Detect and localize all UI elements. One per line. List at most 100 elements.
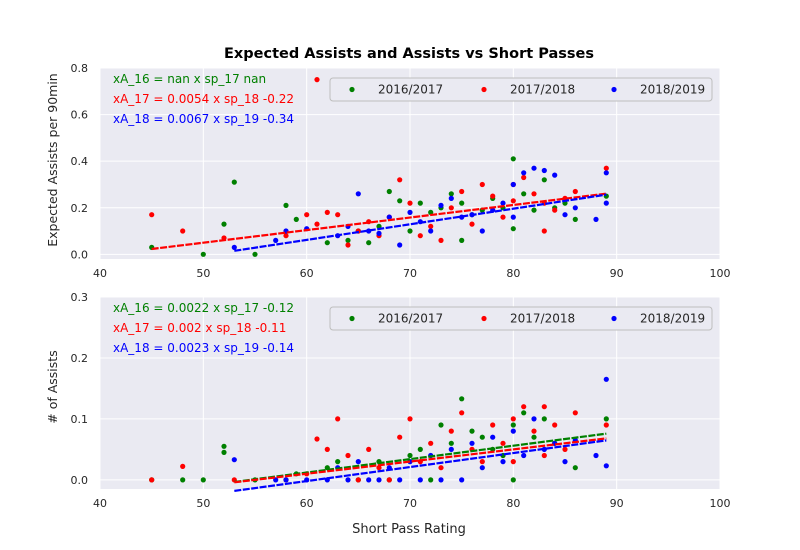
x-tick-label: 100	[710, 267, 731, 280]
data-point-2017-2018	[541, 404, 547, 410]
legend-frame	[329, 77, 713, 102]
data-point-2018-2019	[603, 170, 609, 176]
data-point-2018-2019	[376, 477, 382, 483]
data-point-2017-2018	[541, 228, 547, 234]
legend: 2016/2017 2017/2018 2018/2019	[329, 306, 713, 331]
data-point-2016-2017	[221, 221, 227, 227]
data-point-2016-2017	[324, 240, 330, 246]
data-point-2018-2019	[345, 477, 351, 483]
data-point-2017-2018	[459, 188, 465, 195]
data-point-2017-2018	[521, 404, 527, 410]
data-point-2016-2017	[459, 200, 465, 206]
data-point-2018-2019	[562, 459, 568, 465]
data-point-2017-2018	[479, 181, 485, 188]
data-point-2017-2018	[417, 233, 423, 239]
data-point-2016-2017	[448, 440, 454, 446]
data-point-2016-2017	[293, 216, 299, 222]
data-point-2016-2017	[510, 226, 516, 232]
data-point-2018-2019	[510, 428, 516, 434]
data-point-2017-2018	[180, 228, 186, 234]
data-point-2017-2018	[407, 416, 413, 422]
data-point-2016-2017	[438, 422, 444, 428]
data-point-2016-2017	[572, 465, 578, 471]
data-point-2016-2017	[180, 477, 186, 483]
data-point-2018-2019	[603, 200, 609, 206]
data-point-2017-2018	[438, 237, 444, 243]
data-point-2016-2017	[407, 228, 413, 234]
legend-entry: 2018/2019	[640, 312, 705, 326]
data-point-2016-2017	[541, 416, 547, 422]
data-point-2017-2018	[283, 233, 289, 239]
x-tick-label: 80	[506, 267, 520, 280]
x-tick-label: 70	[403, 497, 417, 510]
y-tick-label: 0.0	[71, 248, 89, 261]
fit-line-2018-2019	[234, 439, 607, 492]
data-point-2016-2017	[335, 459, 341, 465]
equation-annotation: xA_16 = nan x sp_17 nan	[113, 72, 266, 86]
data-point-2018-2019	[510, 214, 516, 220]
legend-entry: 2016/2017	[378, 83, 443, 97]
legend-marker	[481, 86, 487, 93]
data-point-2017-2018	[572, 188, 578, 195]
data-point-2017-2018	[603, 422, 609, 428]
data-point-2018-2019	[397, 477, 403, 483]
data-point-2018-2019	[531, 416, 537, 422]
y-tick-label: 0.8	[71, 62, 89, 75]
data-point-2016-2017	[479, 434, 485, 440]
x-tick-label: 60	[300, 497, 314, 510]
y-axis-label: Expected Assists per 90min	[45, 73, 60, 246]
data-point-2018-2019	[428, 228, 434, 234]
data-point-2017-2018	[510, 416, 516, 422]
data-point-2017-2018	[314, 77, 320, 83]
legend-marker	[349, 315, 355, 322]
legend: 2016/2017 2017/2018 2018/2019	[329, 77, 713, 102]
data-point-2017-2018	[149, 477, 155, 483]
data-point-2016-2017	[283, 202, 289, 208]
data-point-2016-2017	[459, 237, 465, 243]
expected-assists-panel: 40 50 60 70 80 90 100 0.0 0.2 0.4 0.6 0.8 Expected A…	[45, 62, 731, 280]
data-point-2018-2019	[552, 172, 558, 178]
data-point-2017-2018	[562, 446, 568, 452]
y-tick-label: 0.2	[71, 202, 89, 215]
data-point-2016-2017	[521, 410, 527, 416]
data-point-2018-2019	[231, 244, 237, 250]
x-tick-label: 40	[93, 497, 107, 510]
x-tick-label: 100	[710, 497, 731, 510]
data-point-2017-2018	[314, 436, 320, 442]
data-point-2018-2019	[500, 459, 506, 465]
data-point-2018-2019	[521, 452, 527, 459]
equation-annotation: xA_18 = 0.0023 x sp_19 -0.14	[113, 341, 294, 355]
x-tick-label: 60	[300, 267, 314, 280]
x-tick-label: 90	[610, 497, 624, 510]
data-point-2016-2017	[510, 156, 516, 162]
data-point-2018-2019	[417, 477, 423, 483]
data-point-2016-2017	[417, 446, 423, 452]
data-point-2016-2017	[221, 443, 227, 449]
data-point-2017-2018	[428, 440, 434, 446]
data-point-2017-2018	[345, 452, 351, 459]
x-tick-label: 70	[403, 267, 417, 280]
x-tick-label: 40	[93, 267, 107, 280]
data-point-2017-2018	[469, 221, 475, 227]
chart-title: Expected Assists and Assists vs Short Pa…	[224, 46, 594, 62]
y-tick-label: 0.6	[71, 109, 89, 122]
data-point-2016-2017	[428, 209, 434, 215]
data-point-2016-2017	[200, 477, 206, 483]
data-point-2018-2019	[231, 457, 237, 463]
data-point-2017-2018	[448, 428, 454, 434]
data-point-2018-2019	[603, 463, 609, 469]
data-point-2017-2018	[572, 410, 578, 416]
data-point-2018-2019	[593, 216, 599, 222]
legend-entry: 2017/2018	[510, 312, 575, 326]
data-point-2016-2017	[603, 416, 609, 422]
legend-marker	[611, 86, 617, 93]
data-point-2016-2017	[252, 251, 258, 257]
x-tick-label: 80	[506, 497, 520, 510]
data-point-2016-2017	[397, 198, 403, 204]
data-point-2017-2018	[386, 477, 392, 483]
data-point-2017-2018	[438, 465, 444, 471]
data-point-2016-2017	[221, 449, 227, 455]
data-point-2018-2019	[490, 434, 496, 440]
data-point-2017-2018	[304, 212, 310, 218]
data-point-2018-2019	[376, 230, 382, 236]
